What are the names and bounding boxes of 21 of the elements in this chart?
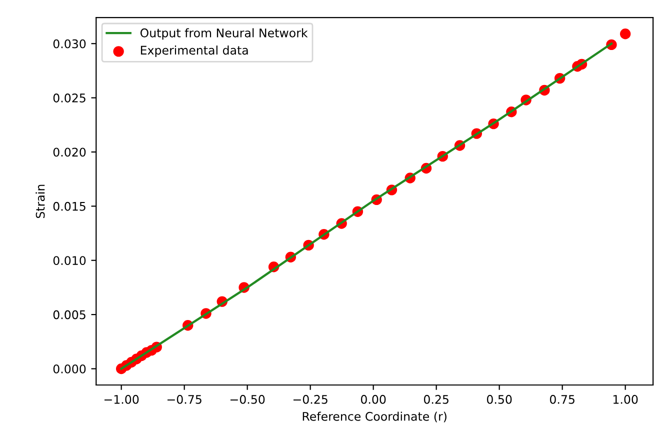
y-tick-label: 0.000 <box>53 364 86 374</box>
x-tick-label: 1.00 <box>613 394 638 404</box>
y-tick-label: 0.020 <box>53 148 86 157</box>
point <box>620 28 631 40</box>
y-tick-label: 0.010 <box>53 256 86 266</box>
y-tick-label: 0.005 <box>53 310 86 320</box>
y-tick-label: 0.030 <box>53 39 86 48</box>
y-axis-title: Strain <box>36 184 45 218</box>
x-tick-label: −0.25 <box>293 394 328 404</box>
x-axis-title: Reference Coordinate (r) <box>302 412 446 422</box>
legend-label: Output from Neural Network <box>140 28 308 40</box>
y-tick-label: 0.025 <box>53 94 86 102</box>
x-tick-label: −0.75 <box>167 394 202 404</box>
x-tick-label: 0.25 <box>424 394 448 404</box>
x-tick-label: 0.00 <box>360 394 386 404</box>
x-tick-label: 0.50 <box>486 394 512 404</box>
legend-label: Experimental data <box>140 46 248 57</box>
y-tick-label: 0.015 <box>53 202 86 211</box>
x-tick-label: −1.00 <box>104 394 139 404</box>
x-tick-label: 0.75 <box>550 394 574 404</box>
x-tick-label: −0.50 <box>230 394 265 404</box>
